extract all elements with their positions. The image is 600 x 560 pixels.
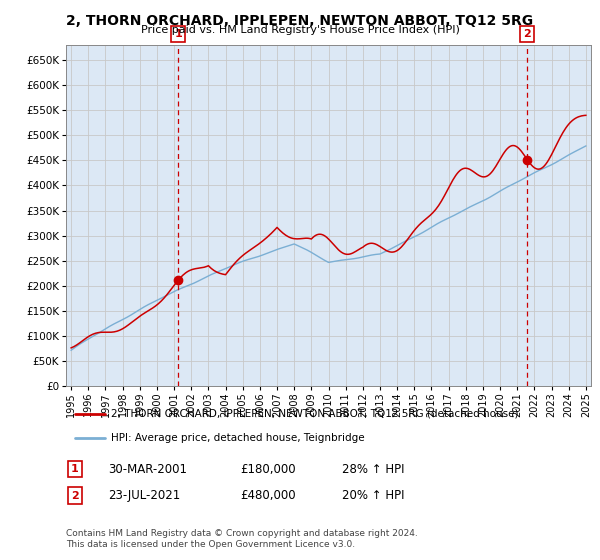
Text: 2: 2	[523, 29, 531, 39]
Text: Contains HM Land Registry data © Crown copyright and database right 2024.
This d: Contains HM Land Registry data © Crown c…	[66, 529, 418, 549]
Text: Price paid vs. HM Land Registry's House Price Index (HPI): Price paid vs. HM Land Registry's House …	[140, 25, 460, 35]
Text: 1: 1	[71, 464, 79, 474]
Text: 2, THORN ORCHARD, IPPLEPEN, NEWTON ABBOT, TQ12 5RG (detached house): 2, THORN ORCHARD, IPPLEPEN, NEWTON ABBOT…	[110, 409, 518, 419]
Text: £480,000: £480,000	[240, 489, 296, 502]
Text: HPI: Average price, detached house, Teignbridge: HPI: Average price, detached house, Teig…	[110, 433, 364, 444]
Text: 2: 2	[71, 491, 79, 501]
Text: 28% ↑ HPI: 28% ↑ HPI	[342, 463, 404, 476]
Text: 23-JUL-2021: 23-JUL-2021	[108, 489, 180, 502]
Text: 2, THORN ORCHARD, IPPLEPEN, NEWTON ABBOT, TQ12 5RG: 2, THORN ORCHARD, IPPLEPEN, NEWTON ABBOT…	[67, 14, 533, 28]
Text: 1: 1	[175, 29, 182, 39]
Text: 20% ↑ HPI: 20% ↑ HPI	[342, 489, 404, 502]
Text: 30-MAR-2001: 30-MAR-2001	[108, 463, 187, 476]
Text: £180,000: £180,000	[240, 463, 296, 476]
